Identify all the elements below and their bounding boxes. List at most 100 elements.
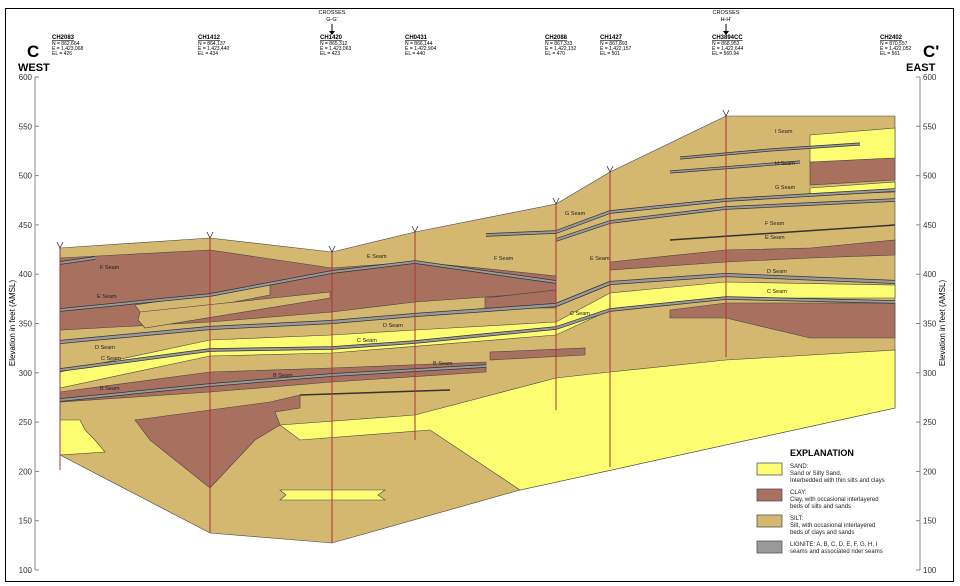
- crosses-ref: H-H': [721, 17, 732, 23]
- clay-lens: [489, 347, 586, 361]
- well-marker-icon: [328, 245, 336, 253]
- east-label: EAST: [906, 62, 936, 74]
- well-elevation: EL = 501: [600, 51, 620, 57]
- well-easting: E = 1,422,132: [545, 46, 576, 52]
- seam-label: B Seam: [100, 386, 120, 392]
- well-marker-icon: [206, 231, 214, 239]
- seam-label: G Seam: [775, 185, 796, 191]
- tick-label-left: 450: [19, 221, 33, 230]
- well-elevation: EL = 470: [545, 51, 565, 57]
- tick-label-left: 500: [19, 172, 33, 181]
- axis-title-left: Elevation in feet (AMSL): [8, 280, 17, 367]
- crosses-arrow-head-icon: [723, 31, 729, 35]
- seam-label: B Seam: [433, 361, 453, 367]
- section-start-label: C: [27, 42, 39, 61]
- legend-item-name: LIGNITE: A, B, C, D, E, F, G, H, I: [790, 542, 878, 548]
- clay-right: [609, 239, 896, 271]
- tick-label-right: 500: [923, 172, 937, 181]
- well-northing: N = 868,953: [712, 41, 740, 47]
- legend-item-desc: Sand or Silty Sand,: [790, 471, 842, 477]
- legend-swatch: [756, 514, 783, 528]
- well-name: CH2088: [545, 35, 568, 41]
- tick-label-left: 350: [19, 320, 33, 329]
- tick-label-right: 550: [923, 122, 937, 131]
- legend-item-desc: seams and associated rider seams: [790, 549, 883, 555]
- west-label: WEST: [18, 62, 50, 74]
- seam-label: C Seam: [101, 356, 121, 362]
- tick-label-left: 550: [19, 122, 33, 131]
- well-northing: N = 866,144: [405, 41, 433, 47]
- lignite-seam: [59, 257, 96, 264]
- well-elevation: EL = 560.94: [712, 51, 739, 57]
- legend-item-name: SAND:: [790, 464, 809, 470]
- well-elevation: EL = 434: [198, 51, 218, 57]
- section-end-label: C': [923, 42, 939, 61]
- tick-label-left: 150: [19, 517, 33, 526]
- seam-label: C Seam: [357, 338, 377, 344]
- sand-large: [279, 349, 896, 491]
- lignite-seam: [669, 161, 801, 173]
- well-easting: E = 1,422,052: [880, 46, 911, 52]
- well-easting: E = 1,422,644: [712, 46, 743, 52]
- silt-lens: [137, 291, 331, 329]
- tick-label-left: 100: [19, 566, 33, 575]
- tick-label-left: 400: [19, 270, 33, 279]
- well-northing: N = 870,557: [880, 41, 908, 47]
- lignite-seam: [679, 143, 861, 159]
- tick-label-right: 400: [923, 270, 937, 279]
- tick-label-right: 300: [923, 369, 937, 378]
- lignite-seam: [59, 297, 896, 371]
- tick-label-right: 600: [923, 73, 937, 82]
- lignite-seam: [299, 389, 451, 396]
- legend: EXPLANATION SAND:Sand or Silty Sand,Inte…: [756, 448, 885, 555]
- seam-label: H Seam: [775, 161, 795, 167]
- well-easting: E = 1,423,063: [320, 46, 351, 52]
- well-elevation: EL = 423: [320, 51, 340, 57]
- seam-label: E Seam: [590, 256, 610, 262]
- legend-item-desc: beds of clays and sands: [790, 530, 854, 536]
- crosses-arrow-head-icon: [329, 31, 335, 35]
- tick-label-right: 100: [923, 566, 937, 575]
- legend-item-desc: Silt, with occasional interlayered: [790, 523, 875, 529]
- legend-item-desc: Clay, with occasional interlayered: [790, 497, 879, 503]
- seam-label: D Seam: [383, 323, 403, 329]
- well-name: CH1420: [320, 35, 343, 41]
- clay-wedge: [134, 394, 301, 489]
- tick-label-left: 200: [19, 467, 33, 476]
- seam-label: F Seam: [100, 265, 120, 271]
- well-marker-icon: [722, 109, 730, 117]
- well-marker-icon: [552, 197, 560, 205]
- axis-title-right: Elevation in feet (AMSL): [938, 280, 947, 367]
- well-marker-icon: [606, 165, 614, 173]
- lignite-seam: [555, 199, 896, 241]
- seam-label: B Seam: [273, 373, 293, 379]
- seam-label: D Seam: [767, 269, 787, 275]
- tick-label-left: 600: [19, 73, 33, 82]
- well-easting: E = 1,423,068: [52, 46, 83, 52]
- well-name: CH1412: [198, 35, 221, 41]
- tick-label-right: 350: [923, 320, 937, 329]
- seam-label: C Seam: [767, 289, 787, 295]
- tick-label-left: 300: [19, 369, 33, 378]
- well-name: CH2402: [880, 35, 903, 41]
- well-name: CH3894CC: [712, 35, 743, 41]
- seam-label: G Seam: [565, 211, 586, 217]
- seam-label: E Seam: [97, 294, 117, 300]
- well-elevation: EL = 561: [880, 51, 900, 57]
- well-marker-icon: [411, 225, 419, 233]
- well-name: CH2083: [52, 35, 75, 41]
- seam-label: F Seam: [494, 256, 514, 262]
- legend-item-name: CLAY:: [790, 490, 807, 496]
- seam-label: C Seam: [570, 311, 590, 317]
- page-frame: [5, 8, 954, 582]
- lignite-seam: [59, 365, 487, 401]
- legend-swatch: [756, 488, 783, 502]
- seam-label: E Seam: [765, 235, 785, 241]
- legend-swatch: [756, 462, 783, 476]
- seam-label: I Seam: [775, 129, 793, 135]
- well-name: CH0431: [405, 35, 428, 41]
- well-northing: N = 864,137: [198, 41, 226, 47]
- seam-label: D Seam: [95, 345, 115, 351]
- well-elevation: EL = 440: [405, 51, 425, 57]
